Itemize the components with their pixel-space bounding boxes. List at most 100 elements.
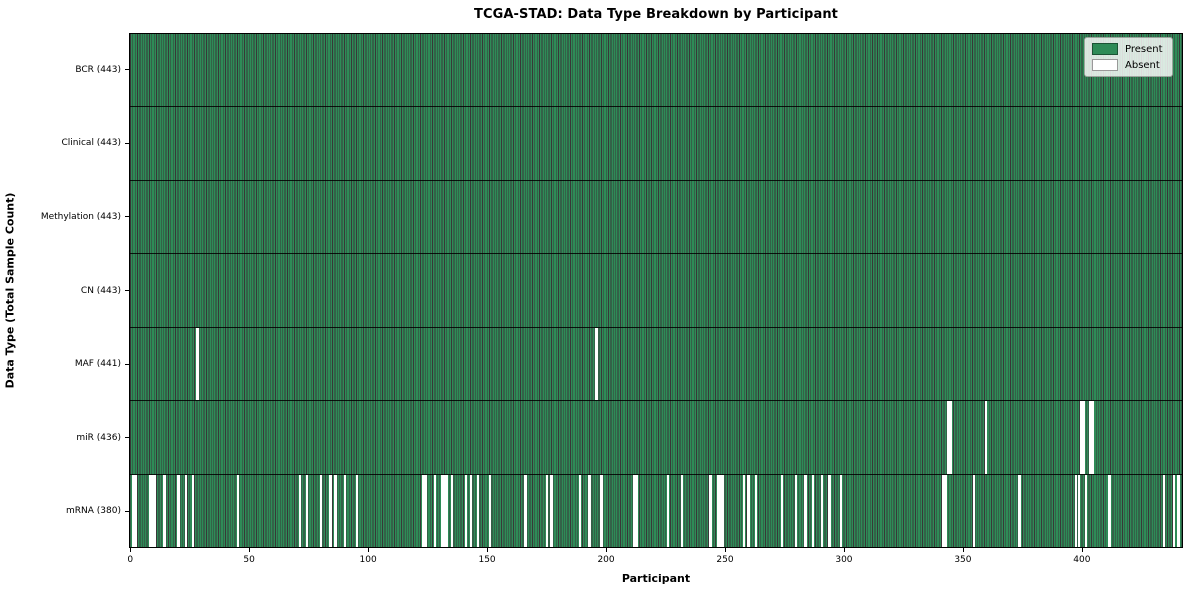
- absent-mark: [716, 474, 719, 547]
- absent-mark: [1075, 474, 1078, 547]
- absent-mark: [329, 474, 332, 547]
- absent-mark: [196, 327, 199, 401]
- absent-mark: [680, 474, 684, 547]
- absent-mark: [942, 474, 945, 547]
- x-tick-label: 200: [597, 555, 615, 565]
- absent-mark: [469, 474, 472, 547]
- y-tick-mark: [125, 363, 129, 365]
- row-Clinical: [130, 107, 1182, 181]
- absent-mark: [550, 474, 553, 547]
- absent-mark: [153, 474, 157, 547]
- absent-mark: [742, 474, 746, 547]
- absent-mark: [804, 474, 807, 547]
- y-tick-mark: [125, 216, 129, 218]
- absent-mark: [1018, 474, 1021, 547]
- absent-mark: [305, 474, 309, 547]
- absent-mark: [1091, 401, 1095, 474]
- absent-mark: [445, 474, 449, 547]
- absent-mark: [666, 474, 670, 547]
- absent-mark: [450, 474, 453, 547]
- absent-mark: [721, 474, 724, 547]
- y-tick-label: Methylation (443): [40, 211, 121, 222]
- x-tick-mark: [843, 548, 845, 552]
- absent-mark: [464, 474, 468, 547]
- x-tick-label: 0: [127, 555, 134, 565]
- x-tick-label: 100: [359, 555, 377, 565]
- x-tick-mark: [487, 548, 489, 552]
- x-tick-label: 300: [835, 555, 853, 565]
- absent-mark: [578, 474, 582, 547]
- absent-mark: [422, 474, 425, 547]
- absent-mark: [600, 474, 603, 547]
- absent-mark: [747, 474, 750, 547]
- absent-mark: [163, 474, 166, 547]
- legend-item-absent: Absent: [1092, 59, 1163, 71]
- absent-mark: [298, 474, 301, 547]
- row-mRNA: [130, 474, 1182, 547]
- row-MAF: [130, 327, 1182, 402]
- legend-item-present: Present: [1092, 43, 1163, 55]
- absent-mark: [949, 401, 952, 474]
- absent-mark: [488, 474, 491, 547]
- y-tick-mark: [125, 69, 129, 71]
- row-CN: [130, 254, 1182, 328]
- legend-label-absent: Absent: [1125, 59, 1160, 71]
- x-tick-label: 250: [716, 555, 734, 565]
- absent-mark: [441, 474, 444, 547]
- absent-mark: [1172, 474, 1175, 547]
- absent-mark: [236, 474, 240, 547]
- absent-mark: [709, 474, 712, 547]
- absent-mark: [1077, 474, 1080, 547]
- y-axis-label: Data Type (Total Sample Count): [3, 192, 17, 389]
- absent-mark: [1108, 474, 1111, 547]
- y-tick-label: BCR (443): [75, 64, 121, 75]
- absent-mark: [1079, 401, 1083, 474]
- y-tick-label: miR (436): [76, 432, 121, 443]
- absent-mark: [177, 474, 180, 547]
- row-Methylation: [130, 180, 1182, 255]
- absent-mark: [794, 474, 798, 547]
- absent-mark: [355, 474, 358, 547]
- absent-mark: [1082, 401, 1085, 474]
- absent-mark: [443, 474, 446, 547]
- x-tick-mark: [368, 548, 370, 552]
- absent-mark: [191, 474, 195, 547]
- absent-mark: [151, 474, 154, 547]
- x-tick-label: 150: [478, 555, 496, 565]
- absent-mark: [944, 474, 947, 547]
- y-tick-label: CN (443): [80, 285, 121, 296]
- present-swatch-icon: [1092, 43, 1118, 55]
- legend-label-present: Present: [1125, 43, 1163, 55]
- absent-mark: [424, 474, 427, 547]
- absent-mark: [1089, 401, 1092, 474]
- absent-mark: [588, 474, 591, 547]
- y-tick-label: Clinical (443): [61, 138, 121, 149]
- x-tick-mark: [130, 548, 132, 552]
- absent-mark: [984, 401, 988, 474]
- chart-title: TCGA-STAD: Data Type Breakdown by Partic…: [474, 7, 838, 22]
- x-tick-mark: [606, 548, 608, 552]
- absent-mark: [780, 474, 784, 547]
- absent-mark: [343, 474, 347, 547]
- absent-swatch-icon: [1092, 59, 1118, 71]
- x-tick-mark: [1081, 548, 1083, 552]
- x-tick-mark: [962, 548, 964, 552]
- absent-mark: [184, 474, 187, 547]
- row-BCR: [130, 34, 1182, 108]
- x-tick-label: 350: [954, 555, 972, 565]
- absent-mark: [633, 474, 636, 547]
- x-tick-mark: [249, 548, 251, 552]
- legend: Present Absent: [1084, 37, 1173, 77]
- y-tick-mark: [125, 142, 129, 144]
- absent-mark: [821, 474, 824, 547]
- absent-mark: [334, 474, 337, 547]
- y-tick-mark: [125, 437, 129, 439]
- absent-mark: [828, 474, 831, 547]
- x-tick-mark: [724, 548, 726, 552]
- absent-mark: [524, 474, 527, 547]
- absent-mark: [973, 474, 976, 547]
- absent-mark: [134, 474, 138, 547]
- y-tick-mark: [125, 510, 129, 512]
- row-miR: [130, 401, 1182, 475]
